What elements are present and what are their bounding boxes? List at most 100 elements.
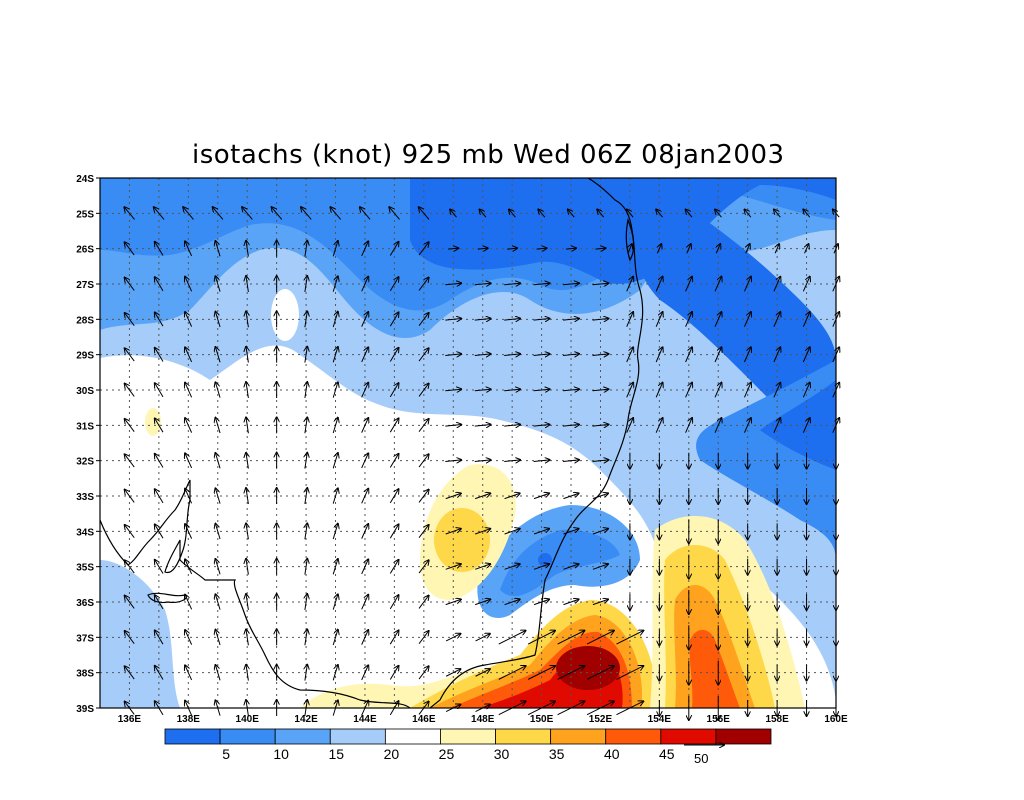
wind-arrow [361,347,369,363]
wind-arrow [685,418,692,433]
wind-arrow [332,347,338,363]
wind-arrow [246,453,248,469]
wind-arrow [474,460,491,462]
wind-arrow [155,277,164,292]
wind-arrow [305,629,307,646]
lat-label: 29S [76,351,94,362]
wind-arrow [361,383,369,398]
wind-arrow [592,564,608,570]
wind-arrow [504,493,520,500]
wind-arrow [498,666,526,680]
wind-arrow [685,312,692,327]
lat-label: 36S [76,598,94,609]
wind-arrow [714,418,721,433]
wind-arrow [185,312,193,327]
wind-arrow [155,418,164,433]
wind-arrow [360,207,371,220]
wind-arrow [361,524,369,539]
reference-vector: 50 [684,745,724,766]
wind-arrow [361,630,369,645]
wind-arrow [215,276,221,292]
wind-arrow [475,529,490,535]
lon-label: 156E [707,714,731,725]
wind-arrow [332,382,338,398]
wind-arrow [215,418,221,434]
wind-arrow [474,354,491,356]
wind-arrow [592,460,609,462]
wind-arrow [418,490,429,503]
wind-arrow [246,488,248,504]
wind-arrow [246,276,248,292]
wind-arrow [389,595,398,610]
wind-arrow [246,629,248,646]
lat-label: 31S [76,421,94,432]
lon-label: 138E [177,714,201,725]
wind-arrow [332,488,338,504]
wind-arrow [389,418,398,433]
wind-arrow [389,383,398,398]
wind-arrow [185,524,193,539]
plot-frame [99,177,837,709]
wind-arrow [533,283,550,285]
wind-arrow [185,595,193,610]
wind-arrow [657,244,661,254]
wind-arrow [154,207,165,220]
wind-arrow [246,559,248,575]
wind-arrow [418,596,429,609]
wind-arrow [557,666,585,680]
wind-arrow [563,354,579,356]
wind-arrow [504,389,520,391]
wind-arrow [563,493,578,500]
wind-arrow [563,564,578,570]
wind-arrow [305,523,307,540]
wind-arrow [418,242,429,256]
wind-arrow [418,348,429,362]
wind-arrow [305,665,307,681]
wind-arrow [773,347,780,363]
wind-arrow [305,276,307,292]
wind-arrow [418,454,429,468]
reference-vector-label: 50 [694,751,708,766]
wind-arrow [504,319,520,321]
wind-arrow [655,383,662,398]
shaded-isotachs [100,178,836,708]
wind-arrow [215,630,221,646]
colorbar-tick-label: 45 [659,746,675,762]
lat-label: 33S [76,492,94,503]
wind-arrow [246,523,248,540]
wind-arrow [332,241,338,257]
wind-arrow [215,559,221,575]
wind-arrow [563,599,578,606]
wind-arrow [361,453,369,469]
wind-arrow [445,529,461,535]
wind-arrow [687,244,691,254]
wind-arrow [305,417,307,434]
wind-arrow [332,418,338,434]
wind-arrow [592,493,608,500]
wind-arrow [215,453,221,469]
lon-label: 148E [471,714,495,725]
wind-arrow [215,488,221,504]
wind-arrow [803,209,811,218]
wind-arrow [305,347,307,363]
wind-arrow [185,559,193,575]
wind-arrow [155,383,164,398]
wind-arrow [185,418,193,433]
wind-arrow [714,347,721,363]
wind-arrow [477,248,488,249]
wind-arrow [450,209,457,218]
wind-arrow [475,493,490,500]
lat-label: 24S [76,174,94,185]
wind-arrow [418,631,429,645]
wind-arrow [628,244,632,254]
wind-arrow [246,382,248,398]
wind-arrow [744,347,750,363]
wind-arrow [533,354,550,356]
wind-arrow [215,241,221,257]
wind-arrow [125,313,135,327]
wind-arrow [509,209,516,218]
colorbar-segment [274,728,331,745]
lon-label: 146E [412,714,436,725]
lat-label: 32S [76,457,94,468]
wind-arrow [716,244,720,254]
